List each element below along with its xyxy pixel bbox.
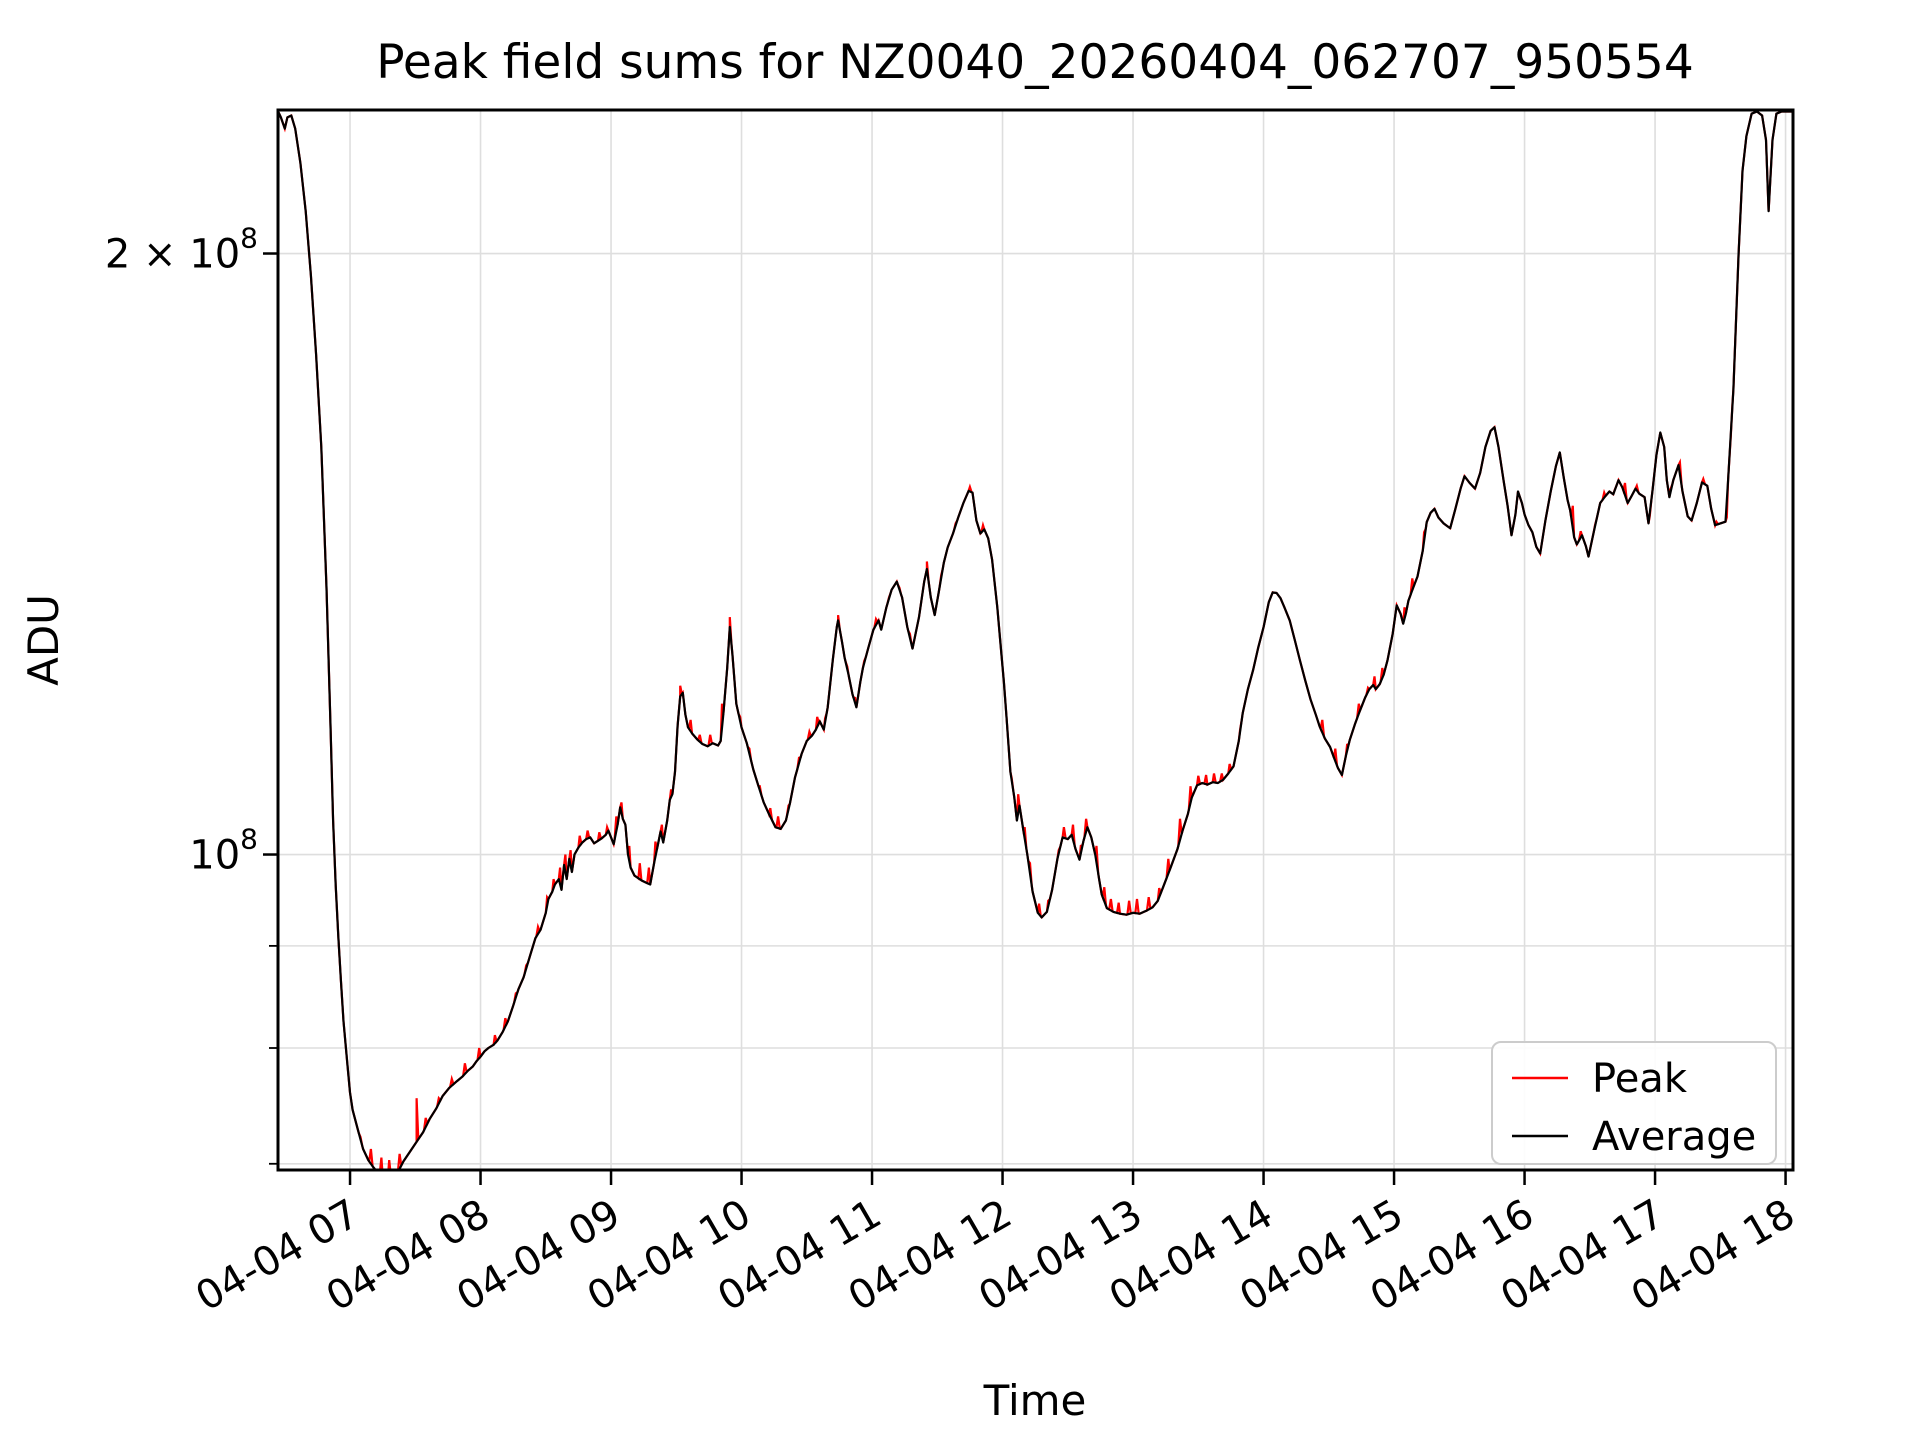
- series-path-peak: [278, 110, 1793, 1170]
- y-tick-label: 108: [189, 823, 258, 879]
- series-path-average: [278, 110, 1793, 1170]
- plot-frame: [276, 108, 1795, 1172]
- data-series: [278, 110, 1793, 1170]
- y-tick-label: 2 × 108: [105, 222, 258, 278]
- grid-lines: [278, 110, 1793, 1170]
- legend-label-peak: Peak: [1592, 1056, 1688, 1102]
- y-axis-label: ADU: [19, 594, 68, 686]
- axis-ticks: [263, 252, 1787, 1185]
- legend-label-average: Average: [1592, 1114, 1756, 1160]
- legend-box: [1491, 1041, 1777, 1165]
- chart-title: Peak field sums for NZ0040_20260404_0627…: [376, 35, 1693, 90]
- x-axis-label: Time: [983, 1376, 1087, 1425]
- legend: Peak Average: [1491, 1041, 1777, 1165]
